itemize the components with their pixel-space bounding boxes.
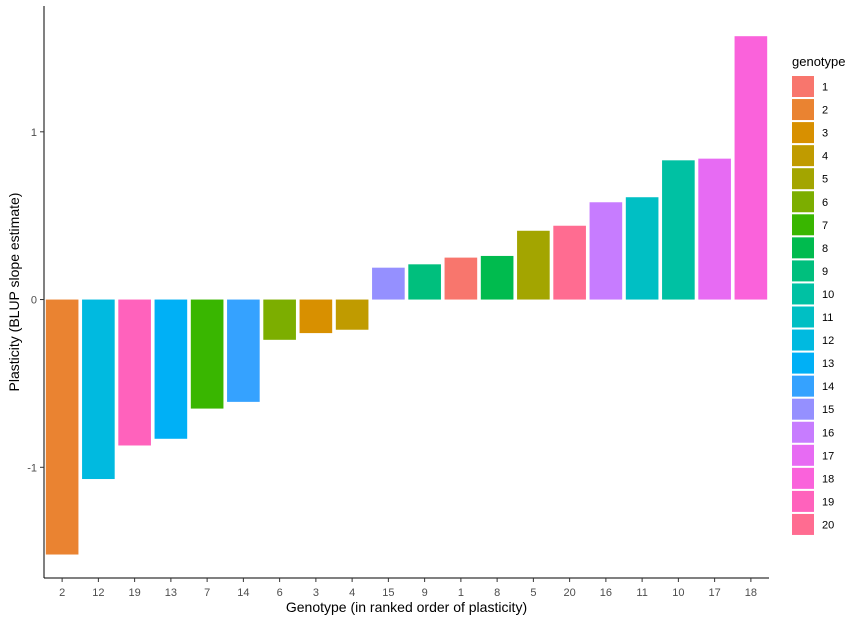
legend-key-10 [792,283,814,305]
legend-label-2: 2 [822,105,828,117]
legend-key-18 [792,467,814,489]
x-tick-label: 17 [709,587,721,599]
legend-title: genotype [792,54,846,69]
x-tick-label: 1 [458,587,464,599]
legend-label-17: 17 [822,450,834,462]
bar-genotype-15 [372,267,405,300]
legend-key-3 [792,122,814,144]
legend-label-4: 4 [822,151,828,163]
legend-key-16 [792,421,814,443]
legend-label-1: 1 [822,82,828,94]
legend-label-19: 19 [822,496,834,508]
x-tick-label: 5 [530,587,536,599]
legend-label-12: 12 [822,335,834,347]
bars-group [45,36,768,555]
y-tick-label: 1 [31,127,37,139]
y-tick-label: 0 [31,295,37,307]
bar-genotype-1 [444,257,478,300]
legend-label-13: 13 [822,358,834,370]
bar-genotype-20 [553,225,586,300]
x-tick-label: 2 [59,587,65,599]
legend-label-10: 10 [822,289,834,301]
bar-genotype-7 [190,299,224,409]
x-axis-title: Genotype (in ranked order of plasticity) [286,599,527,615]
x-tick-label: 16 [600,587,612,599]
bar-genotype-12 [82,299,115,480]
legend-key-2 [792,99,814,121]
x-tick-label: 10 [672,587,684,599]
legend-key-4 [792,145,814,167]
legend-label-9: 9 [822,266,828,278]
x-tick-label: 7 [204,587,210,599]
legend-label-16: 16 [822,427,834,439]
bar-genotype-11 [625,197,659,300]
y-axis-ticks: -1 0 1 [27,127,44,474]
legend-label-11: 11 [822,312,833,324]
x-tick-label: 8 [494,587,500,599]
bar-genotype-18 [734,36,768,300]
legend-key-19 [792,490,814,512]
x-tick-label: 13 [165,587,177,599]
legend-key-7 [792,214,814,236]
legend-key-17 [792,444,814,466]
legend-label-6: 6 [822,197,828,209]
x-axis-ticks: 2 12 19 13 7 14 6 3 4 15 9 1 8 5 20 16 11 10 17 18 [59,578,757,599]
legend-label-14: 14 [822,381,834,393]
bar-genotype-6 [263,299,296,340]
bar-genotype-14 [227,299,260,402]
legend-label-18: 18 [822,473,834,485]
legend-label-20: 20 [822,519,834,531]
bar-genotype-10 [662,160,695,300]
bar-genotype-3 [299,299,333,334]
x-tick-label: 19 [129,587,141,599]
x-tick-label: 3 [313,587,319,599]
bar-genotype-5 [517,230,550,300]
legend-label-8: 8 [822,243,828,255]
y-axis-title: Plasticity (BLUP slope estimate) [6,193,22,392]
legend-label-15: 15 [822,404,834,416]
legend-key-14 [792,375,814,397]
x-tick-label: 14 [237,587,249,599]
y-tick-label: -1 [27,462,37,474]
x-tick-label: 11 [636,587,647,599]
legend-key-1 [792,76,814,97]
x-tick-label: 6 [277,587,283,599]
x-tick-label: 9 [422,587,428,599]
legend-key-20 [792,513,814,535]
legend-label-3: 3 [822,128,828,140]
bar-genotype-9 [408,264,441,300]
legend-key-13 [792,352,814,374]
legend-label-5: 5 [822,174,828,186]
x-tick-label: 18 [745,587,757,599]
legend-key-11 [792,306,814,328]
bar-genotype-8 [480,255,514,300]
legend-label-7: 7 [822,220,828,232]
bar-genotype-2 [45,299,79,555]
bar-genotype-16 [589,202,623,300]
legend-key-6 [792,191,814,213]
bar-genotype-13 [154,299,188,439]
bar-genotype-17 [698,158,731,300]
x-tick-label: 15 [382,587,394,599]
legend-key-9 [792,260,814,282]
legend-key-12 [792,329,814,351]
legend-key-8 [792,237,814,259]
x-tick-label: 20 [564,587,576,599]
bar-genotype-4 [335,299,369,330]
bar-genotype-19 [118,299,151,446]
legend-key-5 [792,168,814,190]
x-tick-label: 4 [349,587,355,599]
legend-key-15 [792,398,814,420]
x-tick-label: 12 [92,587,104,599]
